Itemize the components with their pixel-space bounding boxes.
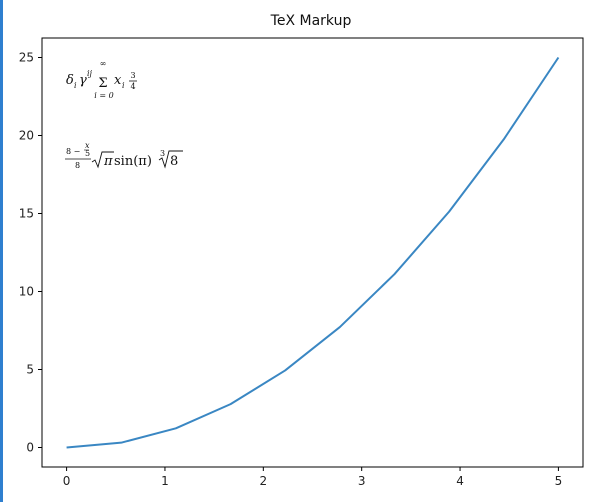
y-tick-label: 20 (19, 129, 34, 143)
y-tick-label: 25 (19, 51, 34, 65)
formula-1-x-sub: i (122, 81, 125, 90)
y-axis-ticks: 0 5 10 15 20 25 (19, 51, 42, 455)
formula-2-root-arg: 8 (170, 154, 178, 169)
y-tick-label: 0 (26, 441, 34, 455)
x-tick-label: 1 (161, 474, 169, 488)
left-edge-strip (0, 0, 3, 502)
formula-2-num-b-den: 5 (85, 149, 90, 158)
formula-1-delta-sub: i (74, 81, 77, 90)
formula-annotation-1: δ i γ ij ∞ Σ i = 0 x i 3 4 (66, 59, 137, 100)
formula-1-frac-num: 3 (130, 71, 135, 80)
y-tick-label: 15 (19, 207, 34, 221)
formula-1-sum-top: ∞ (100, 59, 107, 68)
formula-1-sum-bottom: i = 0 (94, 91, 113, 100)
formula-annotation-2: 8 − x 5 8 π sin(π) 3 8 (65, 141, 183, 170)
x-tick-label: 2 (259, 474, 267, 488)
formula-1-x: x (114, 73, 122, 88)
formula-1-gamma-sup: ij (87, 69, 93, 78)
formula-1-delta: δ (66, 73, 74, 88)
formula-2-root-index: 3 (160, 149, 165, 158)
formula-1-sum: Σ (98, 76, 107, 91)
plot-area-frame (41, 37, 584, 468)
formula-2-num-a: 8 − (66, 147, 80, 156)
formula-2-sqrt-arg: π (103, 154, 113, 169)
series-line (66, 56, 560, 449)
x-axis-ticks: 0 1 2 3 4 5 (63, 467, 562, 488)
formula-2-num-b-num: x (85, 141, 90, 150)
formula-2-sqrt-sign (91, 151, 114, 169)
chart-title: TeX Markup (270, 13, 352, 29)
x-tick-label: 0 (63, 474, 71, 488)
x-tick-label: 3 (358, 474, 366, 488)
plot-series (66, 56, 560, 449)
y-tick-label: 5 (26, 363, 34, 377)
formula-2-sin: sin(π) (114, 154, 152, 169)
y-tick-label: 10 (19, 285, 34, 299)
x-tick-label: 5 (555, 474, 563, 488)
formula-1-frac-den: 4 (130, 82, 135, 91)
formula-2-frac-den: 8 (75, 161, 80, 170)
formula-1-gamma: γ (79, 73, 87, 88)
formula-2-cube-root-sign (158, 150, 183, 169)
x-tick-label: 4 (456, 474, 464, 488)
